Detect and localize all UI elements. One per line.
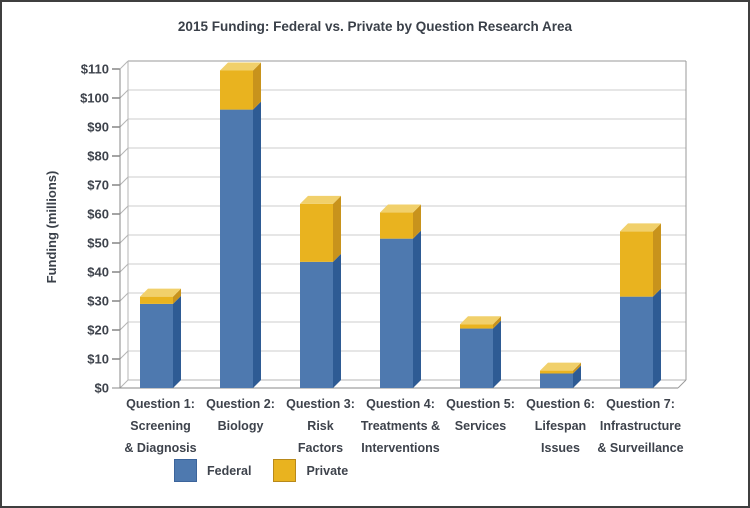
legend-swatch-federal — [174, 459, 197, 482]
bar-group-question-1 — [140, 288, 181, 388]
legend: Federal Private — [174, 459, 348, 482]
legend-item-private: Private — [273, 459, 348, 482]
bar-segment-private-side — [173, 288, 181, 304]
floor-corner-line — [677, 379, 687, 389]
bar-segment-private-side — [413, 204, 421, 239]
bar-segment-federal — [620, 296, 653, 388]
category-label: Question 7: Infrastructure & Surveillance — [597, 397, 683, 455]
bar-group-question-7 — [620, 223, 661, 388]
y-tick-depth-line — [119, 176, 129, 186]
bar-segment-federal — [460, 328, 493, 388]
bar-top-face — [140, 288, 181, 297]
bar-segment-private — [300, 203, 333, 262]
y-tick-label: $90 — [87, 120, 109, 135]
bar-group-question-6 — [540, 362, 581, 388]
bar-segment-private-side — [253, 62, 261, 110]
bar-segment-federal-side — [253, 101, 261, 388]
bar-segment-private — [460, 324, 493, 329]
bar-segment-federal-side — [653, 288, 661, 388]
y-tick-label: $40 — [87, 265, 109, 280]
y-tick-label: $20 — [87, 323, 109, 338]
bar-segment-private-side — [333, 195, 341, 262]
bar-group-question-2 — [220, 62, 261, 388]
category-label: Question 6: Lifespan Issues — [526, 397, 595, 455]
category-label: Question 3: Risk Factors — [286, 397, 355, 455]
bar-segment-federal-side — [493, 320, 501, 388]
y-tick-depth-line — [119, 60, 129, 70]
bar-segment-federal — [220, 109, 253, 388]
bar-segment-federal — [140, 303, 173, 388]
y-tick-label: $110 — [81, 62, 109, 77]
y-tick-depth-line — [119, 263, 129, 273]
category-label: Question 5: Services — [446, 397, 515, 433]
y-tick-label: $10 — [87, 352, 109, 367]
bar-top-face — [220, 62, 261, 71]
legend-swatch-private — [273, 459, 297, 482]
y-tick-depth-line — [119, 321, 129, 331]
bar-segment-federal — [380, 238, 413, 388]
bar-segment-federal — [540, 373, 573, 388]
y-tick-depth-line — [119, 89, 129, 99]
y-tick-label: $60 — [87, 207, 109, 222]
y-tick-depth-line — [119, 350, 129, 360]
category-label: Question 2: Biology — [206, 397, 275, 433]
bar-segment-federal-side — [573, 365, 581, 388]
bar-segment-private — [220, 70, 253, 110]
bar-top-face — [460, 316, 501, 325]
y-tick-depth-line — [119, 292, 129, 302]
y-tick-depth-line — [119, 234, 129, 244]
bar-segment-private-side — [653, 223, 661, 297]
bar-top-face — [620, 223, 661, 232]
y-tick-depth-line — [119, 205, 129, 215]
legend-label-private: Private — [306, 463, 349, 478]
bar-segment-federal-side — [173, 295, 181, 388]
y-tick-label: $100 — [80, 91, 109, 106]
bar-top-face — [380, 204, 421, 213]
y-tick-depth-line — [119, 379, 129, 389]
bar-group-question-5 — [460, 316, 501, 388]
chart-title: 2015 Funding: Federal vs. Private by Que… — [177, 19, 573, 34]
category-label: Question 4: Treatments & Interventions — [361, 397, 440, 455]
category-label: Question 1: Screening & Diagnosis — [124, 397, 196, 455]
bar-segment-federal-side — [333, 253, 341, 388]
bar-segment-federal — [300, 261, 333, 388]
y-tick-label: $70 — [87, 178, 109, 193]
legend-label-federal: Federal — [207, 463, 252, 478]
bar-segment-private — [620, 231, 653, 297]
y-tick-label: $50 — [87, 236, 109, 251]
y-tick-label: $0 — [95, 381, 109, 396]
bar-segment-private — [540, 370, 573, 374]
bar-group-question-4 — [380, 204, 421, 388]
bar-segment-federal-side — [413, 230, 421, 388]
bar-group-question-3 — [300, 195, 341, 388]
y-tick-label: $80 — [87, 149, 109, 164]
bar-segment-private-side — [573, 362, 581, 374]
bar-top-face — [540, 362, 581, 371]
bar-segment-private-side — [493, 316, 501, 329]
y-tick-label: $30 — [87, 294, 109, 309]
bar-segment-private — [380, 212, 413, 239]
y-tick-depth-line — [119, 147, 129, 157]
bar-segment-private — [140, 296, 173, 304]
y-tick-depth-line — [119, 118, 129, 128]
legend-item-federal: Federal — [174, 459, 251, 482]
bar-top-face — [300, 195, 341, 204]
